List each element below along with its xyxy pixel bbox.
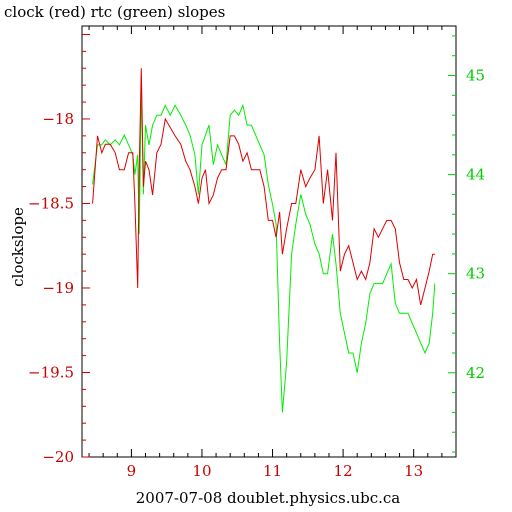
y-tick-label: −19 — [42, 279, 74, 297]
y2-tick-label: 45 — [466, 67, 485, 85]
y-tick-label: −18.5 — [28, 194, 74, 212]
series-layer — [92, 68, 436, 413]
y2-tick-label: 42 — [466, 364, 485, 382]
chart-title: clock (red) rtc (green) slopes — [4, 3, 225, 21]
y-tick-label: −20 — [42, 448, 74, 466]
y2-tick-label: 44 — [466, 166, 485, 184]
x-tick-label: 13 — [404, 462, 423, 480]
x-tick-label: 12 — [334, 462, 353, 480]
plot-frame — [81, 25, 457, 458]
x-axis-label: 2007-07-08 doublet.physics.ubc.ca — [136, 489, 401, 507]
rtc-series-line — [92, 85, 436, 413]
clock-series-line — [92, 68, 435, 306]
tick-labels: 9 10 11 12 13 −18 −18.5 −19 −19.5 −20 45 44 43 42 — [28, 67, 485, 480]
ticks — [82, 26, 456, 458]
x-tick-label: 9 — [127, 462, 137, 480]
y2-tick-label: 43 — [466, 265, 485, 283]
x-tick-label: 11 — [263, 462, 282, 480]
y-tick-label: −19.5 — [28, 363, 74, 381]
x-tick-label: 10 — [192, 462, 211, 480]
y-tick-label: −18 — [42, 110, 74, 128]
y-axis-label: clockslope — [9, 207, 27, 287]
